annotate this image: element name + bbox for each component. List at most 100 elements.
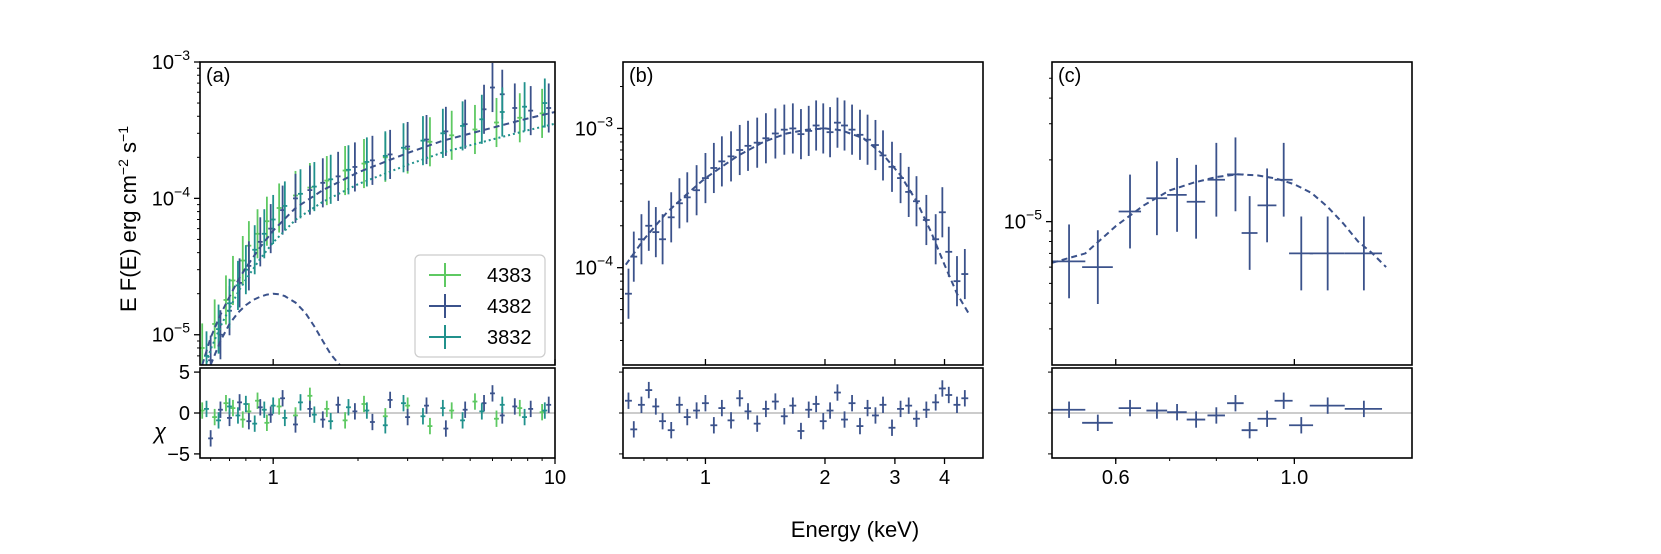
residual-point-4382: [237, 394, 243, 411]
residual-point-3832: [542, 402, 548, 419]
data-point-4382: [462, 99, 468, 149]
residual-point-3832: [479, 403, 485, 420]
y-tick-label-c: 10−5: [1004, 207, 1042, 234]
panel-label-a: (a): [206, 65, 230, 87]
model-curve-a: [201, 111, 555, 365]
x-axis-title: Energy (keV): [791, 517, 919, 542]
data-point-3832: [328, 154, 334, 204]
residual-point-4383: [472, 393, 478, 410]
data-point-3832: [282, 181, 288, 231]
y-axis-title-flux: E F(E) erg cm−2 s−1: [115, 126, 141, 312]
residual-point-4382: [1146, 402, 1168, 419]
data-point-4382: [1309, 216, 1345, 291]
data-point-4382: [797, 109, 805, 160]
data-point-4382: [645, 200, 653, 251]
residual-point-4383: [264, 414, 270, 431]
data-point-3832: [479, 94, 485, 144]
data-point-4382: [718, 136, 726, 187]
residual-point-4382: [1052, 401, 1086, 418]
legend-label: 4382: [487, 296, 532, 318]
residual-point-4382: [1186, 411, 1206, 428]
data-point-3832: [440, 108, 446, 158]
data-point-4382: [710, 142, 718, 194]
y-tick-label-a: 10−4: [152, 183, 190, 210]
residual-point-4382: [905, 397, 913, 414]
data-point-4382: [512, 83, 518, 133]
data-point-4382: [701, 153, 709, 204]
plot-area-a: [200, 62, 555, 365]
data-point-4382: [624, 268, 632, 319]
data-point-3832: [542, 78, 548, 128]
data-point-4382: [744, 120, 752, 171]
panel-c: (c) 0.6 1.0 10−5: [1004, 61, 1413, 489]
data-point-4383: [230, 255, 236, 306]
residual-point-3832: [420, 408, 426, 425]
data-point-3832: [420, 116, 426, 166]
data-point-3832: [382, 131, 388, 181]
data-point-3832: [261, 209, 267, 259]
data-point-3832: [311, 162, 317, 212]
data-point-4382: [693, 165, 701, 216]
residual-point-4382: [645, 381, 653, 399]
residual-area-c: [1052, 392, 1412, 439]
data-point-4382: [1257, 168, 1277, 243]
x-tick-label-b: 4: [939, 467, 950, 489]
data-point-3832: [460, 101, 466, 151]
data-point-4383: [449, 110, 455, 160]
residual-point-4382: [443, 420, 449, 437]
residual-point-3832: [243, 395, 249, 413]
residual-point-4382: [683, 408, 691, 426]
data-point-4382: [683, 172, 691, 223]
data-point-4382: [1118, 174, 1142, 249]
residual-point-4382: [546, 396, 552, 413]
data-point-4382: [246, 241, 252, 291]
resid-y-tick-label-a: 0: [179, 403, 190, 425]
data-point-4382: [1207, 142, 1225, 217]
residual-point-3832: [328, 413, 334, 430]
residual-point-4382: [352, 403, 358, 420]
residual-point-4382: [841, 411, 848, 428]
residual-point-4382: [864, 399, 871, 417]
residual-point-4382: [753, 415, 761, 432]
residual-point-4382: [335, 396, 341, 413]
residual-point-4382: [736, 390, 744, 407]
residual-point-4382: [490, 385, 495, 402]
residual-point-4382: [922, 401, 930, 418]
data-point-3832: [345, 145, 351, 195]
residual-point-4383: [276, 398, 282, 415]
data-point-3832: [227, 278, 232, 328]
residual-point-4382: [637, 396, 645, 413]
data-point-4383: [361, 139, 367, 189]
data-point-4382: [812, 100, 820, 151]
legend: 4383 4382 3832: [414, 254, 546, 358]
residual-point-4382: [387, 391, 393, 409]
legend-item-3832: 3832: [429, 325, 532, 349]
residual-point-4382: [805, 401, 813, 418]
panel-label-c: (c): [1058, 65, 1081, 87]
residual-point-4382: [727, 412, 735, 429]
data-point-4382: [352, 142, 358, 192]
data-point-4382: [897, 153, 904, 204]
y-tick-label-b: 10−3: [575, 113, 613, 140]
residual-point-4382: [833, 384, 841, 401]
residual-point-4382: [789, 397, 797, 414]
residual-point-4382: [659, 413, 667, 430]
spectrum-frame-b: [622, 61, 984, 366]
residual-point-4382: [405, 408, 411, 426]
residual-point-4382: [667, 422, 675, 439]
data-point-3832: [270, 194, 276, 245]
data-point-4382: [443, 106, 449, 156]
data-point-4382: [652, 207, 660, 258]
residual-point-4383: [449, 402, 455, 419]
panel-a: (a) 1 10 10−5 10−4 10−3 5 0 −5 4383 4382 3832: [152, 47, 566, 489]
data-point-4382: [369, 135, 375, 185]
residual-point-4382: [630, 421, 638, 438]
data-point-4382: [667, 192, 675, 243]
data-point-3832: [252, 225, 258, 275]
residual-point-3832: [401, 395, 406, 412]
residual-point-3832: [345, 399, 351, 416]
data-point-4382: [961, 248, 969, 300]
residual-point-4382: [701, 395, 709, 412]
residual-point-4382: [856, 417, 864, 435]
spectrum-frame-a: [199, 61, 556, 366]
